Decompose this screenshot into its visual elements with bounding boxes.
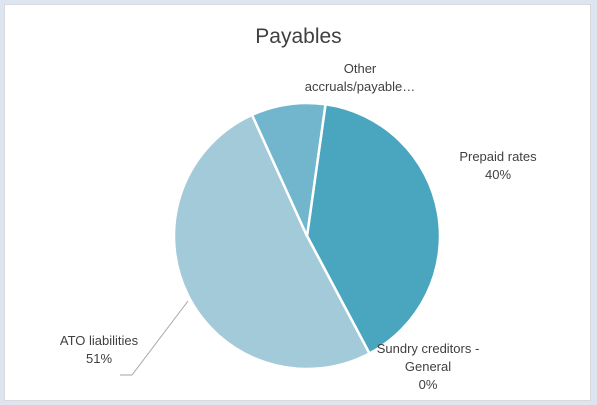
label-ato-percent: 51%: [86, 351, 112, 366]
label-prepaid-rates-percent: 40%: [485, 167, 511, 182]
label-sundry-percent: 0%: [419, 377, 438, 392]
label-other-line2: accruals/payable…: [305, 79, 416, 94]
label-sundry-line1: Sundry creditors -: [377, 341, 480, 356]
chart-title: Payables: [255, 25, 342, 48]
ato-leader-line: [120, 300, 189, 376]
pie-chart: Other accruals/payable… Prepaid rates 40…: [60, 61, 537, 392]
chart-area: Payables Other accruals/payable… Prepaid…: [4, 4, 591, 401]
slice-other-accruals: [250, 101, 327, 238]
slice-prepaid-rates: [305, 103, 442, 355]
label-sundry-line2: General: [405, 359, 451, 374]
slice-ato-liabilities: [172, 113, 371, 371]
label-other-line1: Other: [344, 61, 377, 76]
label-ato-liabilities: ATO liabilities: [60, 333, 139, 348]
label-prepaid-rates: Prepaid rates: [459, 149, 537, 164]
